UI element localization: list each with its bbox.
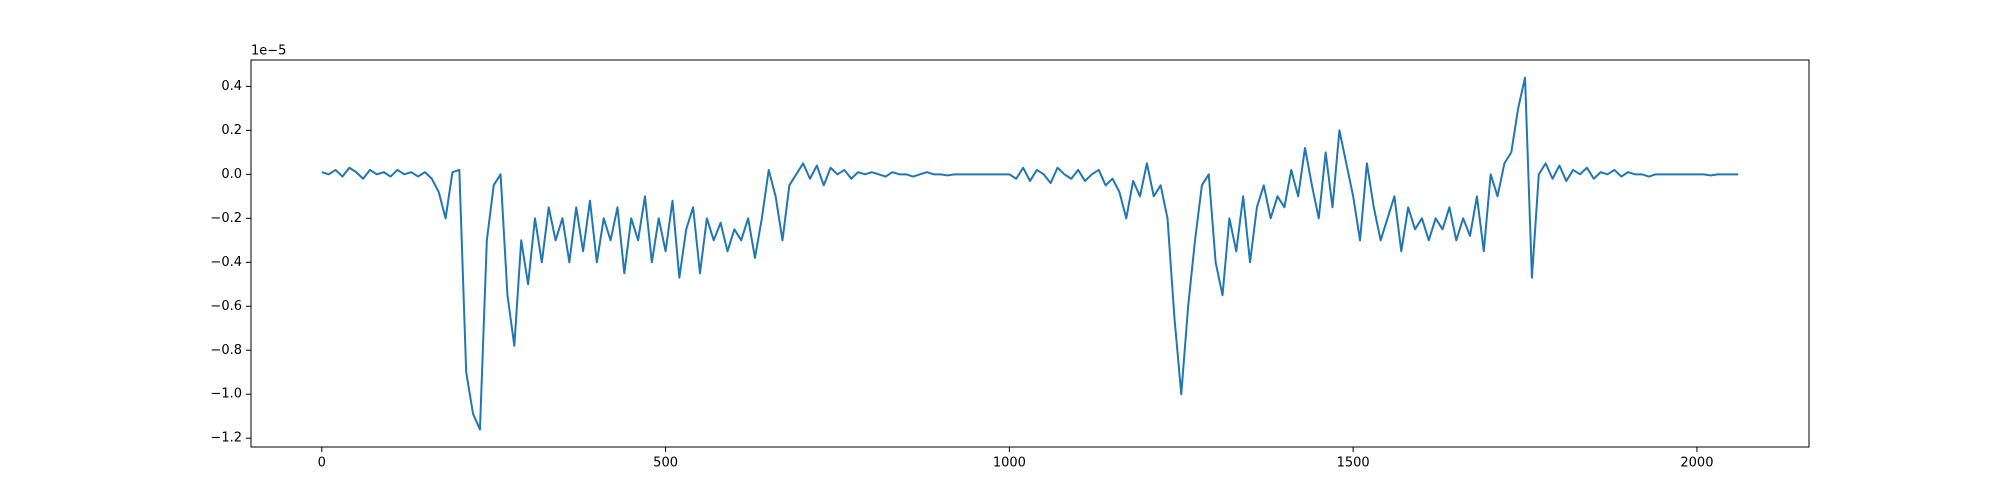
x-tick-label: 2000 (1680, 456, 1713, 471)
y-tick-label: 0.4 (221, 79, 242, 94)
y-tick-label: −0.8 (210, 343, 242, 358)
x-tick-label: 0 (318, 456, 326, 471)
y-tick-label: −1.0 (210, 387, 242, 402)
y-tick-label: 0.2 (221, 123, 242, 138)
axes-frame (250, 59, 1810, 448)
y-tick-label: −0.4 (210, 255, 242, 270)
x-tick-label: 500 (653, 456, 678, 471)
y-tick-label: −0.2 (210, 211, 242, 226)
x-tick-label: 1500 (1337, 456, 1370, 471)
offset-label: 1e−5 (251, 44, 286, 59)
y-tick-label: 0.0 (221, 167, 242, 182)
y-tick-label: −1.2 (210, 431, 242, 446)
y-tick-label: −0.6 (210, 299, 242, 314)
x-tick-label: 1000 (993, 456, 1026, 471)
line (321, 76, 1739, 431)
